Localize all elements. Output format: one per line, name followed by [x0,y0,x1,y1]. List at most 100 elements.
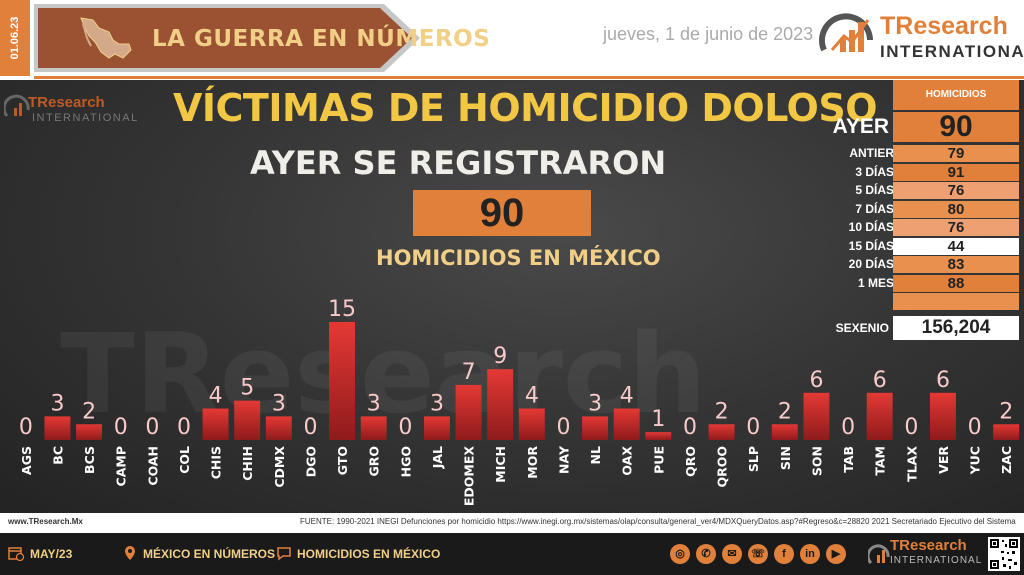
bottom-date: MAY/23 [30,547,73,561]
bar-value-label: 3 [430,391,444,416]
category-label: MOR [525,446,540,479]
category-label: VER [936,446,951,474]
source-note: FUENTE: 1990-2021 INEGI Defunciones por … [300,517,1018,526]
bar-value-label: 0 [114,415,128,440]
category-label: SIN [778,446,793,470]
sexenio-value: 156,204 [893,316,1019,340]
category-label: COAH [145,446,160,486]
total-caption: HOMICIDIOS EN MÉXICO [376,246,661,270]
category-label: TAM [873,446,888,476]
bar-value-label: 3 [50,391,64,416]
bar-value-label: 0 [841,415,855,440]
summary-row: 5 DÍAS 76 [797,182,1024,199]
bar [329,322,356,440]
bar-value-label: 0 [303,415,317,440]
category-label: CDMX [272,446,287,488]
bar [645,432,672,440]
bottom-link-homicidios[interactable]: HOMICIDIOS EN MÉXICO [297,547,441,561]
whatsapp-icon[interactable]: ☏ [748,544,768,564]
yesterday-total: 90 [413,190,591,236]
summary-row: 3 DÍAS 91 [797,163,1024,181]
summary-row-label: 15 DÍAS [848,238,894,253]
source-strip: www.TResearch.Mx FUENTE: 1990-2021 INEGI… [0,513,1024,533]
category-label: OAX [620,446,635,476]
bar-value-label: 6 [936,368,950,393]
bar-value-label: 4 [525,384,539,409]
summary-row-value: 88 [893,274,1019,292]
qr-code-icon[interactable] [988,537,1020,571]
bar-value-label: 3 [272,391,286,416]
summary-row: 1 MES 88 [797,274,1024,292]
category-label: HGO [398,446,413,477]
summary-row: 20 DÍAS 83 [797,256,1024,273]
summary-row-label: 3 DÍAS [855,164,894,179]
category-label: TAB [841,446,856,473]
bar-value-label: 3 [367,391,381,416]
website-link[interactable]: www.TResearch.Mx [8,517,83,526]
summary-row-value: 91 [893,163,1019,181]
bar-value-label: 0 [904,415,918,440]
small-logo-title: TResearch [28,94,105,111]
banner-title: LA GUERRA EN NÚMEROS [152,26,491,52]
linkedin-icon[interactable]: in [800,544,820,564]
summary-row: 10 DÍAS 76 [797,219,1024,236]
bar [518,408,545,440]
small-logo-mark-icon [4,94,30,117]
category-label: BC [50,446,65,465]
category-label: QRO [683,446,698,477]
banner-arrow-shape [34,4,420,72]
summary-row-value: 83 [893,256,1019,273]
summary-table: HOMICIDIOS AYER 90 ANTIER 79 3 DÍAS 91 5 DÍA… [797,80,1024,343]
side-date-tab: 01.06.23 [0,0,30,76]
summary-row-value: 76 [893,182,1019,199]
sexenio-label: SEXENIO [835,321,889,335]
bar-value-label: 0 [177,415,191,440]
summary-header: HOMICIDIOS [893,80,1019,110]
logo-subtitle: INTERNATIONAL [880,42,1024,61]
category-label: DGO [303,446,318,477]
bar-value-label: 5 [240,376,254,401]
youtube-icon[interactable]: ▶ [826,544,846,564]
summary-row-label: 5 DÍAS [855,183,894,197]
category-label: GRO [367,446,382,477]
mexico-map-icon [80,17,132,59]
summary-row-value: 80 [893,200,1019,218]
page-title: VÍCTIMAS DE HOMICIDIO DOLOSO [173,86,878,130]
bar [771,424,798,440]
bar-value-label: 2 [778,399,792,424]
map-pin-icon [125,546,135,560]
logo-mark-icon [819,13,873,52]
bar [487,369,514,440]
bar-value-label: 2 [82,399,96,424]
bar [803,392,830,440]
category-label: CAMP [114,446,129,486]
brand-logo[interactable]: TResearch INTERNATIONAL [818,10,1024,66]
bar [582,416,609,440]
email-icon[interactable]: ✉ [722,544,742,564]
category-label: PUE [651,446,666,474]
bar-value-label: 7 [462,360,476,385]
section-banner: LA GUERRA EN NÚMEROS [34,4,490,72]
summary-spacer-row [893,293,1019,310]
bottom-link-mexico-numeros[interactable]: MÉXICO EN NÚMEROS [143,547,276,561]
bar-value-label: 0 [145,415,159,440]
facebook-icon[interactable]: f [774,544,794,564]
category-label: CHIH [240,446,255,481]
bar [202,408,229,440]
footer-logo-mark-icon [868,544,890,565]
bar [234,400,261,440]
bar-value-label: 0 [746,415,760,440]
phone-icon[interactable]: ✆ [696,544,716,564]
summary-row-label: 7 DÍAS [855,201,894,216]
globe-icon[interactable]: ◎ [670,544,690,564]
bar [423,416,450,440]
chat-bubble-icon [277,547,291,561]
header-divider [34,76,1024,79]
side-date-label: 01.06.23 [9,16,21,60]
bar-value-label: 0 [19,415,33,440]
footer-logo-title: TResearch [890,537,967,554]
bar [866,392,893,440]
summary-ayer-value: 90 [893,112,1019,142]
bar-value-label: 2 [715,399,729,424]
summary-row-value: 79 [893,145,1019,162]
